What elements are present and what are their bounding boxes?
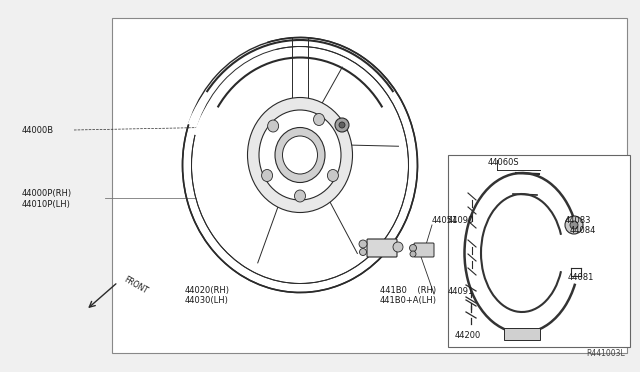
FancyBboxPatch shape	[367, 239, 397, 257]
Circle shape	[393, 242, 403, 252]
Text: 441B0+A(LH): 441B0+A(LH)	[380, 295, 437, 305]
Ellipse shape	[314, 113, 324, 125]
Circle shape	[570, 221, 578, 229]
Circle shape	[410, 251, 416, 257]
Ellipse shape	[328, 170, 339, 182]
Text: 44030(LH): 44030(LH)	[185, 295, 229, 305]
Text: 44200: 44200	[455, 330, 481, 340]
Text: 44000B: 44000B	[22, 125, 54, 135]
Text: R441003L: R441003L	[586, 349, 625, 358]
FancyBboxPatch shape	[414, 243, 434, 257]
Text: 44084: 44084	[570, 225, 596, 234]
Circle shape	[360, 248, 367, 256]
Wedge shape	[194, 57, 300, 165]
Ellipse shape	[248, 97, 353, 212]
Text: FRONT: FRONT	[122, 275, 149, 295]
Wedge shape	[188, 49, 300, 165]
Text: 44051: 44051	[432, 215, 458, 224]
Text: 44090: 44090	[448, 215, 474, 224]
Ellipse shape	[275, 128, 325, 183]
Circle shape	[565, 216, 583, 234]
Circle shape	[359, 240, 367, 248]
Ellipse shape	[282, 136, 317, 174]
Text: 44020(RH): 44020(RH)	[185, 285, 230, 295]
Ellipse shape	[262, 170, 273, 182]
Bar	[504, 328, 540, 340]
Ellipse shape	[268, 120, 278, 132]
Text: 44091: 44091	[448, 288, 474, 296]
Ellipse shape	[294, 190, 305, 202]
Ellipse shape	[259, 110, 341, 200]
Text: 441B0    (RH): 441B0 (RH)	[380, 285, 436, 295]
Text: 44081: 44081	[568, 273, 595, 282]
Ellipse shape	[182, 38, 417, 292]
Text: 44060S: 44060S	[488, 157, 520, 167]
Bar	[112, 18, 627, 353]
Text: 44010P(LH): 44010P(LH)	[22, 199, 71, 208]
Bar	[448, 155, 630, 347]
Text: 44083: 44083	[565, 215, 591, 224]
Circle shape	[335, 118, 349, 132]
Circle shape	[339, 122, 345, 128]
Circle shape	[410, 244, 417, 251]
Text: 44000P(RH): 44000P(RH)	[22, 189, 72, 198]
